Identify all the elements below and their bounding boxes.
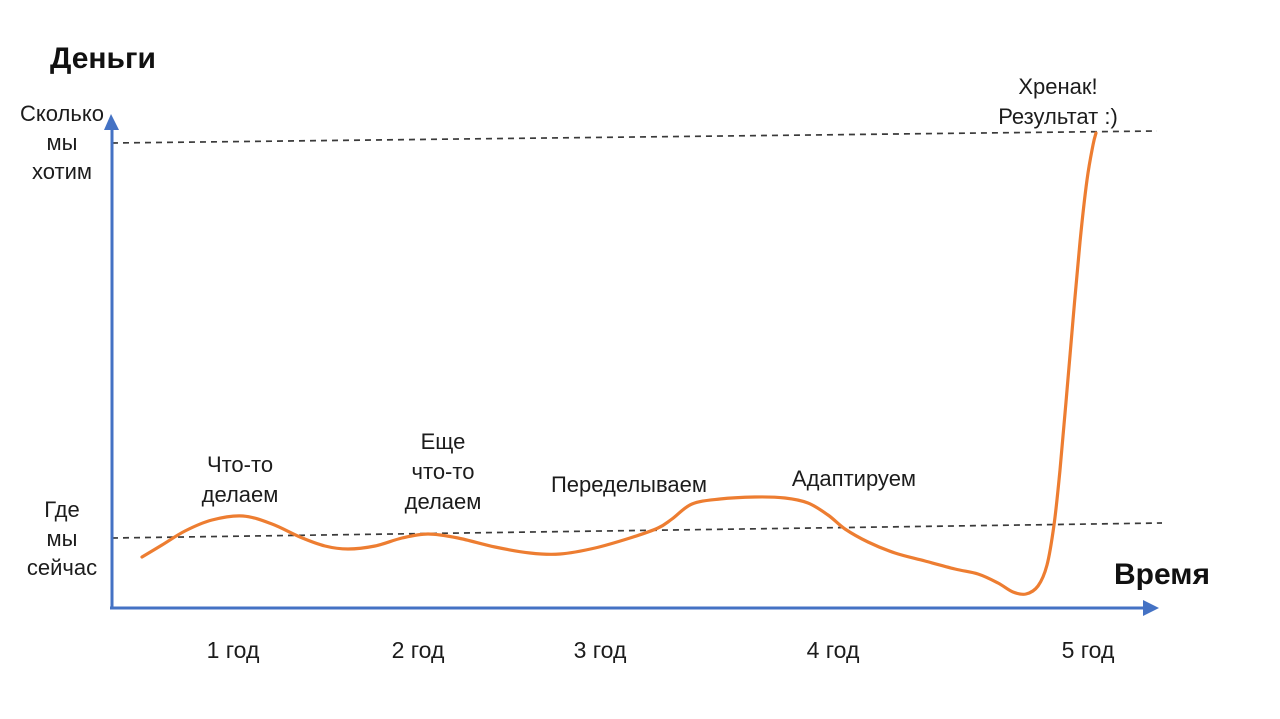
curve-annotation: Что-то делаем [201, 452, 279, 507]
curve-annotation: Хренак! Результат :) [998, 74, 1118, 129]
x-tick-label: 3 год [573, 637, 627, 663]
x-tick-label: 1 год [206, 637, 260, 663]
x-axis-arrow-icon [1143, 600, 1159, 616]
x-tick-label: 4 год [806, 637, 860, 663]
curve-annotation: Еще что-то делаем [404, 429, 482, 514]
ref-label-current: Где мы сейчас [26, 497, 98, 580]
ref-label-goal: Сколько мы хотим [20, 101, 104, 184]
x-tick-label: 5 год [1061, 637, 1115, 663]
x-tick-label: 2 год [391, 637, 445, 663]
money-curve [140, 131, 1098, 596]
y-axis-arrow-icon [104, 114, 119, 130]
ref-line-goal [111, 130, 1158, 144]
x-axis-title: Время [1114, 558, 1210, 591]
curve-annotation: Переделываем [550, 472, 708, 497]
curve-annotation: Адаптируем [791, 466, 917, 491]
y-axis-title: Деньги [50, 42, 156, 75]
